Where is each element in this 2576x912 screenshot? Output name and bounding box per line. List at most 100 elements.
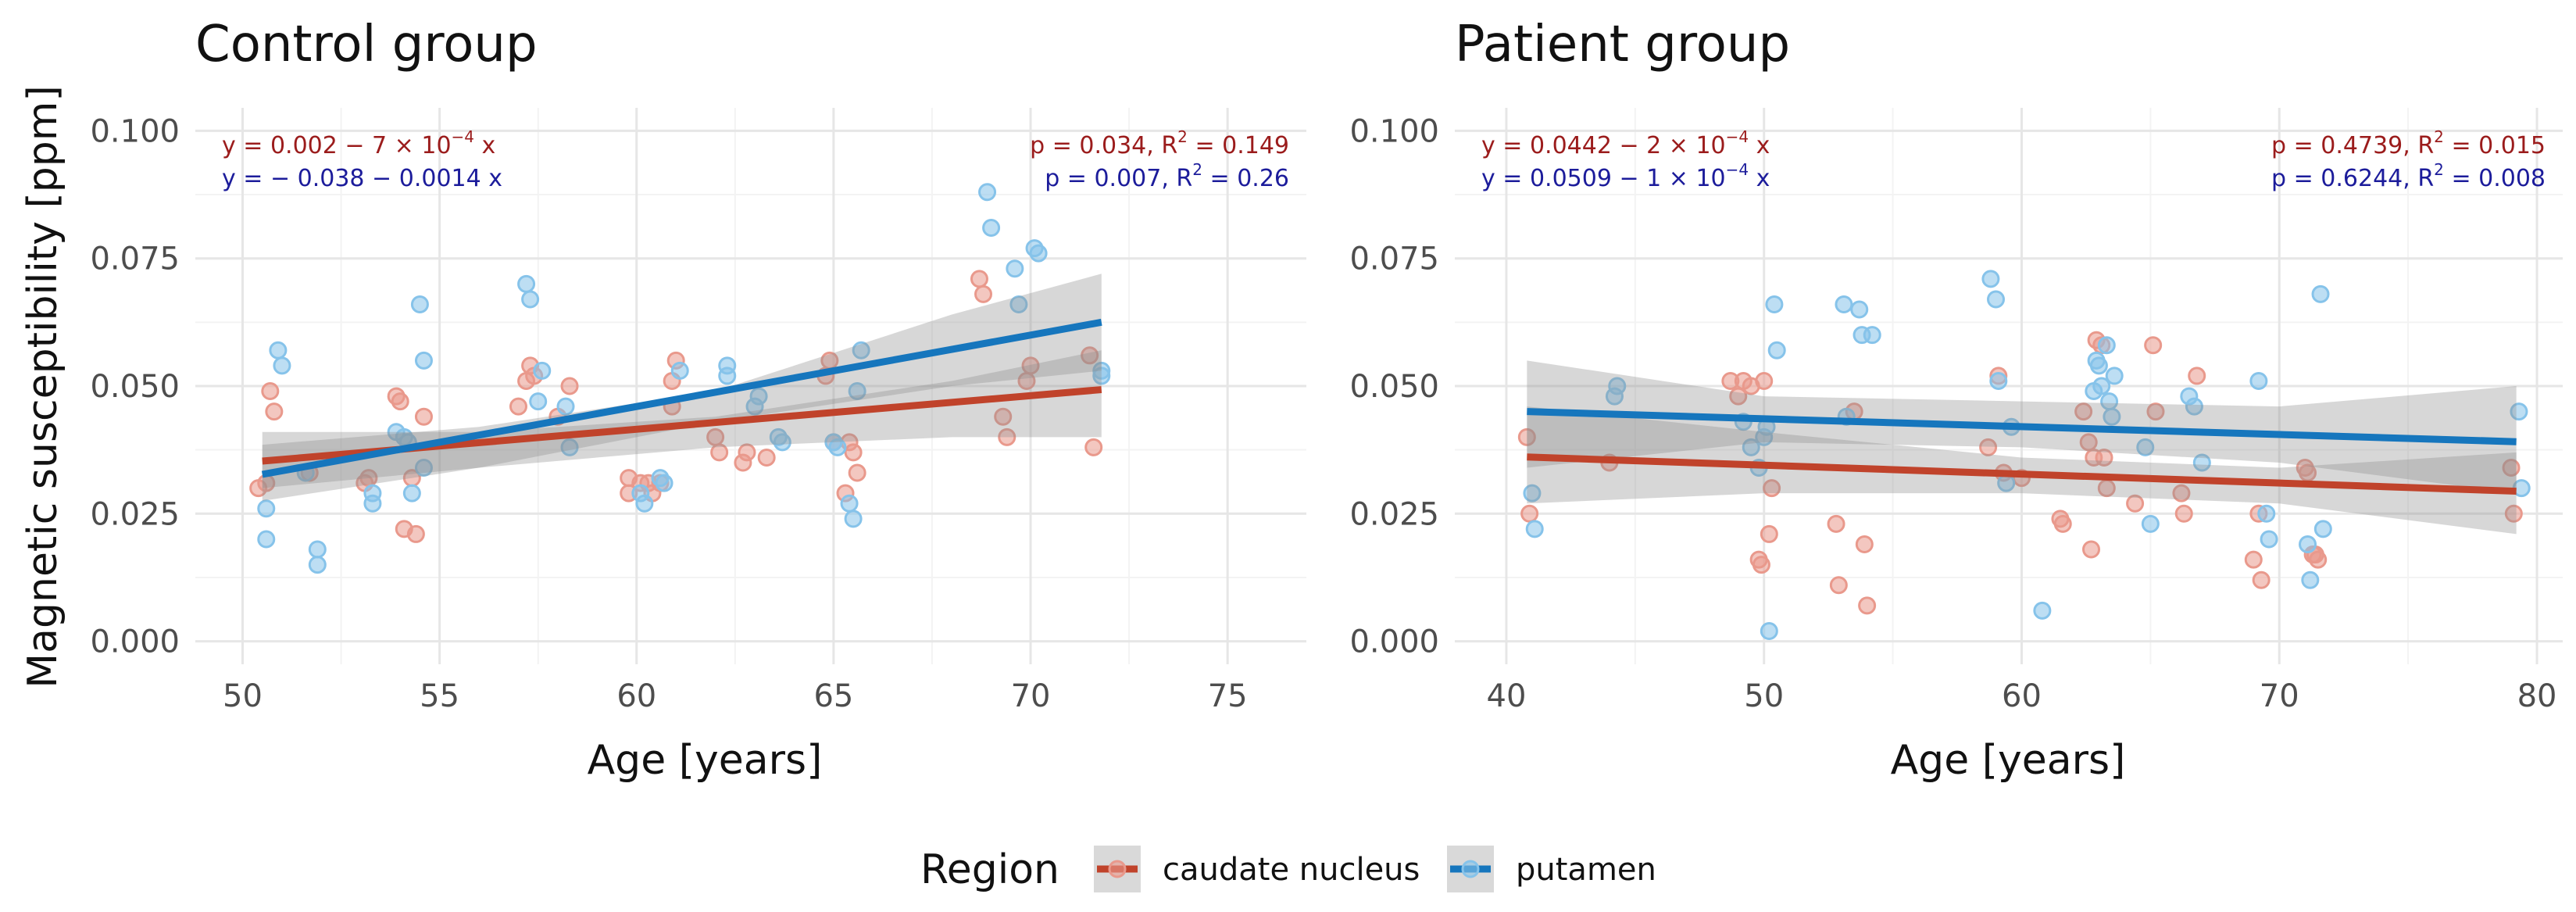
caudate-point bbox=[710, 443, 729, 462]
caudate-point bbox=[1763, 479, 1781, 498]
caudate-point bbox=[2126, 494, 2145, 513]
caudate-point bbox=[2504, 504, 2523, 523]
putamen-statistics: p = 0.6244, R2 = 0.008 bbox=[2271, 160, 2546, 192]
putamen-point bbox=[635, 494, 654, 513]
caudate-statistics: p = 0.034, R2 = 0.149 bbox=[1030, 127, 1289, 159]
caudate-point bbox=[2079, 433, 2098, 452]
putamen-point bbox=[2257, 504, 2276, 523]
y-tick-label: 0.025 bbox=[1349, 496, 1439, 532]
caudate-point bbox=[1858, 596, 1877, 615]
putamen-point bbox=[2249, 371, 2268, 390]
putamen-point bbox=[2510, 402, 2528, 421]
putamen-point bbox=[1742, 438, 1760, 456]
caudate-point bbox=[2309, 550, 2328, 569]
putamen-equation: y = − 0.038 − 0.0014 x bbox=[222, 165, 502, 192]
putamen-point bbox=[1523, 484, 1542, 502]
caudate-point bbox=[757, 448, 776, 467]
legend-item-caudate: caudate nucleus bbox=[1094, 846, 1420, 892]
putamen-point bbox=[1009, 295, 1028, 313]
putamen-point bbox=[560, 438, 579, 456]
caudate-point bbox=[1084, 438, 1103, 456]
patient-group-panel: Patient group Age [years] 40 50 60 70 80 0.00… bbox=[1349, 16, 2563, 784]
putamen-point bbox=[363, 494, 382, 513]
putamen-point bbox=[2089, 356, 2108, 375]
putamen-point bbox=[773, 433, 791, 452]
putamen-point bbox=[749, 387, 768, 406]
caudate-point bbox=[1081, 346, 1099, 365]
caudate-point bbox=[1755, 371, 1774, 390]
putamen-points bbox=[257, 183, 1111, 574]
putamen-point bbox=[655, 474, 673, 492]
caudate-point bbox=[998, 427, 1016, 446]
putamen-point bbox=[410, 295, 429, 313]
caudate-point bbox=[1520, 504, 1539, 523]
x-tick-label: 50 bbox=[1744, 678, 1784, 714]
y-tick-label: 0.100 bbox=[90, 113, 180, 149]
y-tick-label: 0.075 bbox=[90, 241, 180, 277]
putamen-equation: y = 0.0509 − 1 × 10−4 x bbox=[1481, 160, 1770, 192]
putamen-point bbox=[2141, 514, 2160, 533]
panel-title: Patient group bbox=[1455, 16, 1790, 73]
caudate-point bbox=[848, 463, 866, 482]
putamen-point bbox=[2092, 377, 2111, 395]
caudate-point bbox=[560, 377, 579, 395]
putamen-point bbox=[2103, 407, 2121, 426]
caudate-point bbox=[2095, 448, 2113, 467]
caudate-point bbox=[844, 443, 863, 462]
putamen-point bbox=[521, 290, 540, 309]
putamen-point bbox=[2299, 535, 2317, 553]
legend-item-putamen: putamen bbox=[1447, 846, 1656, 892]
putamen-point bbox=[1760, 622, 1778, 641]
panel-title: Control group bbox=[195, 16, 538, 73]
putamen-point bbox=[2097, 336, 2116, 355]
x-axis-label: Age [years] bbox=[1891, 737, 2126, 784]
caudate-point bbox=[2146, 402, 2165, 421]
caudate-statistics: p = 0.4739, R2 = 0.015 bbox=[2271, 127, 2546, 159]
putamen-point bbox=[982, 219, 1001, 238]
caudate-point bbox=[391, 392, 409, 411]
putamen-fit-line bbox=[261, 318, 1102, 478]
putamen-point bbox=[978, 183, 997, 202]
caudate-point bbox=[2053, 514, 2072, 533]
caudate-confidence-band bbox=[1527, 406, 2517, 535]
putamen-point bbox=[1981, 270, 2000, 288]
caudate-point bbox=[738, 443, 756, 462]
caudate-point bbox=[1979, 438, 1998, 456]
legend-point-putamen bbox=[1461, 860, 1480, 878]
y-tick-label: 0.000 bbox=[1349, 624, 1439, 660]
legend: Region caudate nucleus putamen bbox=[920, 846, 1656, 893]
caudate-point bbox=[1827, 514, 1845, 533]
putamen-point bbox=[2311, 284, 2330, 303]
putamen-point bbox=[2185, 397, 2203, 416]
putamen-point bbox=[533, 361, 552, 380]
putamen-point bbox=[1989, 371, 2008, 390]
putamen-point bbox=[2192, 453, 2211, 472]
putamen-point bbox=[1765, 295, 1784, 313]
caudate-point bbox=[970, 270, 988, 288]
legend-point-caudate bbox=[1108, 860, 1127, 878]
putamen-point bbox=[257, 530, 276, 549]
y-tick-label: 0.050 bbox=[1349, 369, 1439, 405]
caudate-equation: y = 0.002 − 7 × 10−4 x bbox=[222, 127, 495, 159]
x-tick-label: 50 bbox=[223, 678, 263, 714]
putamen-statistics: p = 0.007, R2 = 0.26 bbox=[1045, 160, 1289, 192]
caudate-confidence-band bbox=[262, 350, 1102, 488]
y-tick-label: 0.100 bbox=[1349, 113, 1439, 149]
caudate-point bbox=[2144, 336, 2163, 355]
legend-label-caudate: caudate nucleus bbox=[1163, 852, 1420, 888]
putamen-point bbox=[269, 341, 288, 359]
caudate-point bbox=[265, 402, 284, 421]
x-tick-label: 60 bbox=[616, 678, 656, 714]
putamen-point bbox=[414, 351, 433, 370]
putamen-point bbox=[2136, 438, 2155, 456]
putamen-point bbox=[308, 540, 327, 559]
caudate-point bbox=[974, 284, 993, 303]
putamen-point bbox=[1608, 377, 1627, 395]
caudate-point bbox=[414, 407, 433, 426]
putamen-point bbox=[2105, 367, 2124, 385]
putamen-point bbox=[2313, 520, 2332, 538]
x-axis-label: Age [years] bbox=[588, 737, 823, 784]
caudate-point bbox=[2252, 570, 2271, 589]
putamen-point bbox=[517, 274, 536, 293]
